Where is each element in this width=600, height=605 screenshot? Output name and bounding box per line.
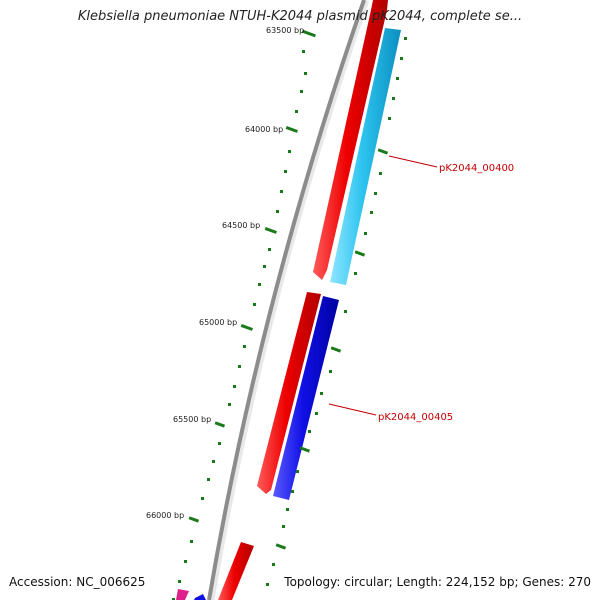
ruler-label-65000: 65000 bp [199,318,237,327]
ruler-label-64000: 64000 bp [245,125,283,134]
summary-text: Topology: circular; Length: 224,152 bp; … [284,575,591,589]
gene-pK2044_00400-shape[interactable] [330,28,401,285]
gene-pK2044_00405-shape[interactable] [273,296,339,500]
ruler-inner-ticks [266,37,407,586]
map-title: Klebsiella pneumoniae NTUH-K2044 plasmid… [77,9,523,24]
ruler-label-63500: 63500 bp [266,26,304,35]
backbone-line [207,0,366,601]
gene-pK2044_00400-label[interactable]: pK2044_00400 [439,163,514,174]
feature-forward-3[interactable] [218,542,254,600]
feature-forward-1[interactable] [313,0,388,280]
ruler-label-65500: 65500 bp [173,415,211,424]
gene-pK2044_00400-leader [388,155,438,168]
gene-pK2044_00405-leader [328,403,377,416]
ruler-outer-ticks [172,29,316,600]
accession-text: Accession: NC_006625 [9,575,146,589]
gene-pK2044_00405-label[interactable]: pK2044_00405 [378,412,453,423]
ruler-label-66000: 66000 bp [146,511,184,520]
ruler-label-64500: 64500 bp [222,221,260,230]
feature-forward-2[interactable] [257,292,321,494]
feature-blue-small[interactable] [194,594,206,600]
feature-magenta[interactable] [176,589,189,600]
